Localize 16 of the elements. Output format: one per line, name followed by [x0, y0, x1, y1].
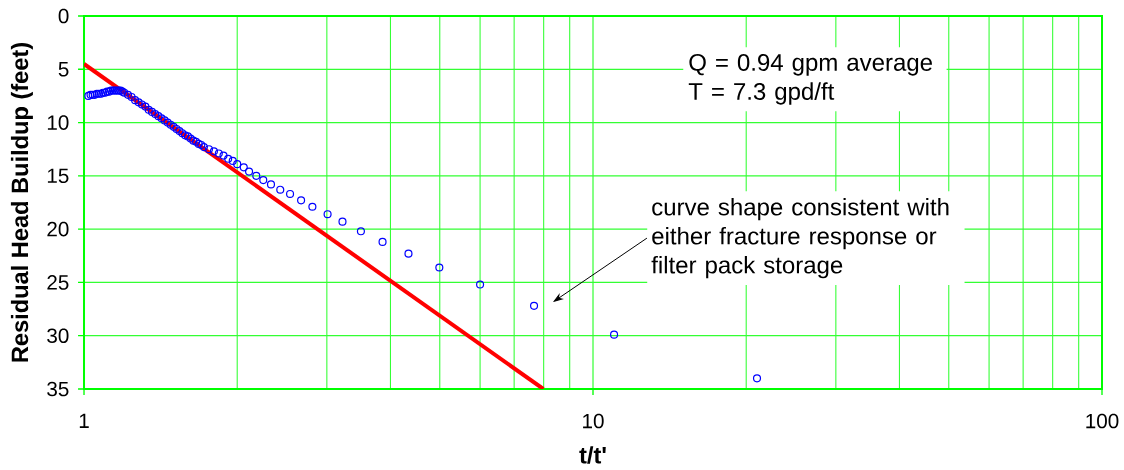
y-tick-label: 35 — [47, 381, 69, 397]
x-tick-label: 100 — [1086, 413, 1119, 429]
y-tick-label: 20 — [47, 221, 69, 237]
annotation: T = 7.3 gpd/ft — [688, 82, 835, 105]
y-axis-title: Residual Head Buildup (feet) — [10, 43, 33, 362]
y-tick-label: 0 — [58, 8, 69, 24]
y-tick-label: 30 — [47, 328, 69, 344]
x-axis-title: t/t' — [579, 446, 606, 464]
y-tick-label: 10 — [47, 115, 69, 130]
x-tick-label: 10 — [583, 413, 604, 429]
y-tick-label: 5 — [58, 62, 69, 77]
y-tick-label: 25 — [47, 275, 69, 290]
y-tick-label: 15 — [47, 168, 69, 184]
annotation: curve shape consistent with either fracture response or filter pack storage — [651, 197, 949, 279]
annotation: Q = 0.94 gpm average — [689, 53, 932, 76]
x-tick-label: 1 — [79, 413, 89, 428]
